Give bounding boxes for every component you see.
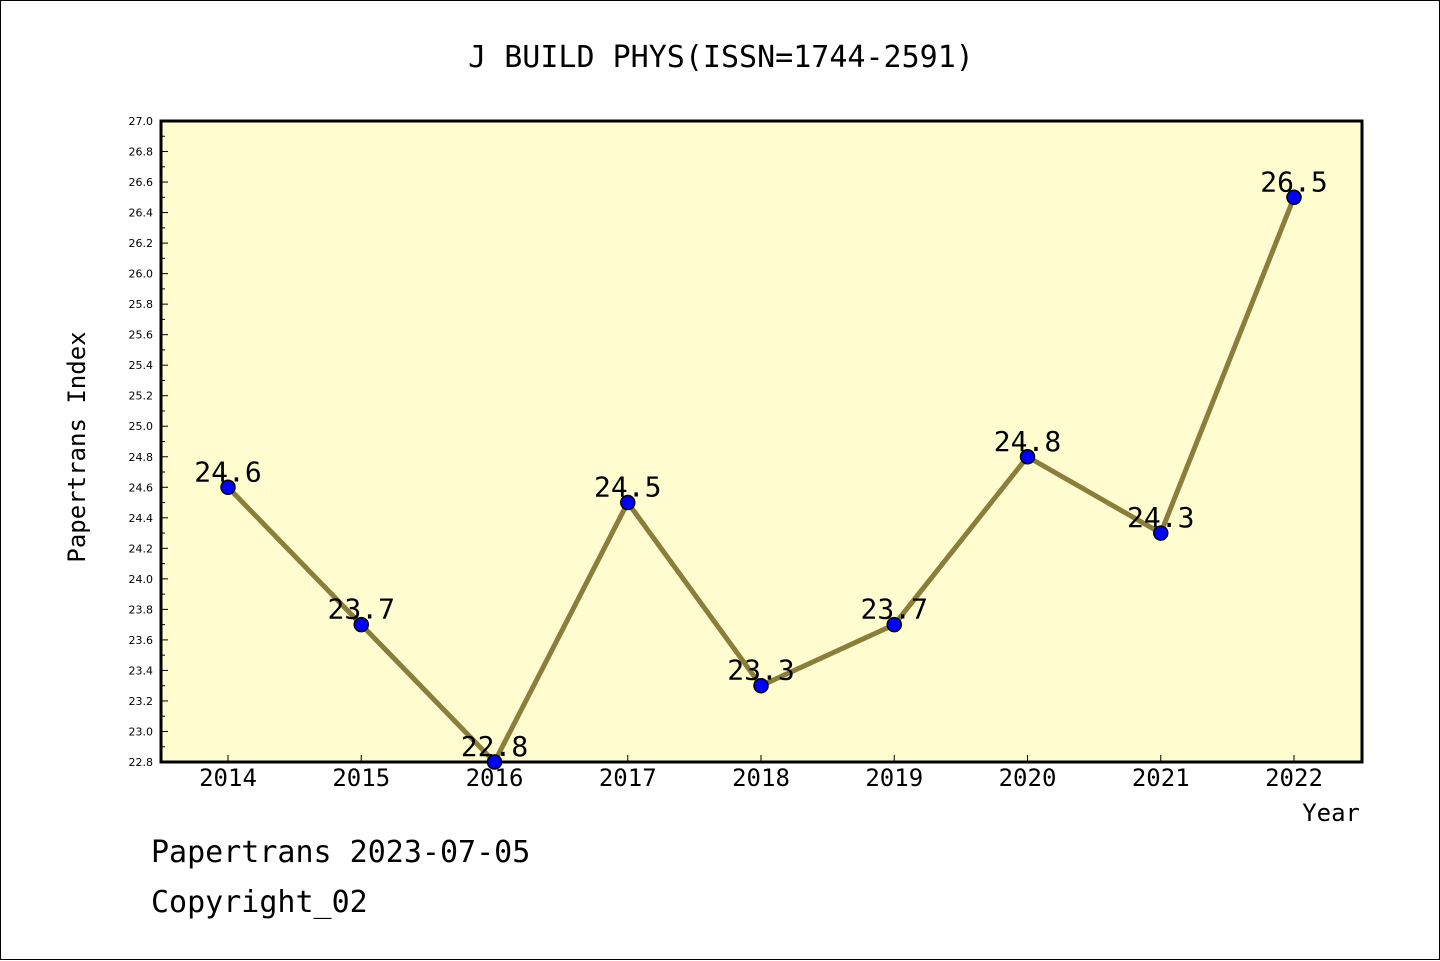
- y-tick-label: 25.0: [129, 420, 154, 433]
- y-tick-label: 27.0: [129, 115, 154, 128]
- y-tick-label: 26.6: [129, 176, 154, 189]
- x-tick-label: 2022: [1265, 764, 1323, 792]
- x-axis-title: Year: [1302, 799, 1360, 827]
- data-point: [620, 494, 636, 511]
- y-tick-label: 24.6: [129, 481, 154, 494]
- x-tick-label: 2020: [999, 764, 1057, 792]
- footer-date-text: Papertrans 2023-07-05: [151, 835, 531, 870]
- y-axis: 22.8 23.0 23.2 23.4 23.6 23.8 24.0 24.2 24.4 24.6…: [129, 115, 168, 769]
- y-tick-label: 23.2: [129, 695, 154, 708]
- data-label: 24.6: [194, 455, 261, 488]
- data-point: [1019, 449, 1036, 465]
- x-tick-label: 2015: [332, 764, 390, 792]
- x-tick-label: 2017: [599, 764, 657, 792]
- data-points: [220, 189, 1302, 770]
- y-tick-label: 25.4: [129, 359, 154, 372]
- y-tick-label: 23.0: [129, 725, 154, 738]
- data-label: 23.7: [861, 593, 928, 626]
- y-tick-label: 24.4: [129, 512, 154, 525]
- data-point: [220, 479, 236, 496]
- y-tick-label: 24.2: [129, 542, 154, 555]
- data-point: [753, 677, 769, 694]
- x-tick-label: 2019: [865, 764, 923, 792]
- footer-copyright-text: Copyright_02: [151, 885, 368, 920]
- data-label: 23.3: [727, 654, 794, 687]
- data-point: [353, 616, 369, 633]
- y-tick-label: 26.4: [129, 207, 154, 220]
- x-axis: 2014 2015 2016 2017 2018 2019 2020 2021 2022: [199, 755, 1323, 792]
- y-tick-label: 23.8: [129, 603, 154, 616]
- data-point: [1286, 189, 1302, 206]
- data-label: 24.8: [994, 425, 1061, 458]
- x-tick-label: 2018: [732, 764, 790, 792]
- y-tick-label: 26.8: [129, 146, 154, 159]
- data-label: 22.8: [461, 730, 528, 763]
- data-labels: 24.6 23.7 22.8 24.5 23.3 23.7 24.8 24.3 26.5: [194, 165, 1327, 763]
- y-tick-label: 25.6: [129, 329, 154, 342]
- data-label: 24.5: [594, 471, 661, 504]
- data-point: [886, 616, 902, 633]
- y-tick-label: 26.2: [129, 237, 154, 250]
- y-tick-label: 26.0: [129, 268, 154, 281]
- plot-area: [159, 119, 1364, 764]
- y-tick-label: 22.8: [129, 756, 154, 769]
- y-tick-label: 24.8: [129, 451, 154, 464]
- data-point: [1153, 525, 1169, 541]
- x-tick-label: 2014: [199, 764, 257, 792]
- y-tick-label: 25.2: [129, 390, 154, 403]
- y-tick-label: 23.6: [129, 634, 154, 647]
- y-tick-label: 23.4: [129, 664, 154, 677]
- y-axis-title: Papertrans Index: [63, 331, 91, 562]
- data-label: 26.5: [1260, 165, 1327, 198]
- data-label: 23.7: [328, 593, 395, 626]
- data-point: [486, 754, 503, 770]
- y-tick-label: 25.8: [129, 298, 154, 311]
- data-label: 24.3: [1127, 501, 1194, 534]
- x-tick-label: 2021: [1132, 764, 1190, 792]
- y-tick-label: 24.0: [129, 573, 154, 586]
- chart-title: J BUILD PHYS(ISSN=1744-2591): [468, 40, 974, 75]
